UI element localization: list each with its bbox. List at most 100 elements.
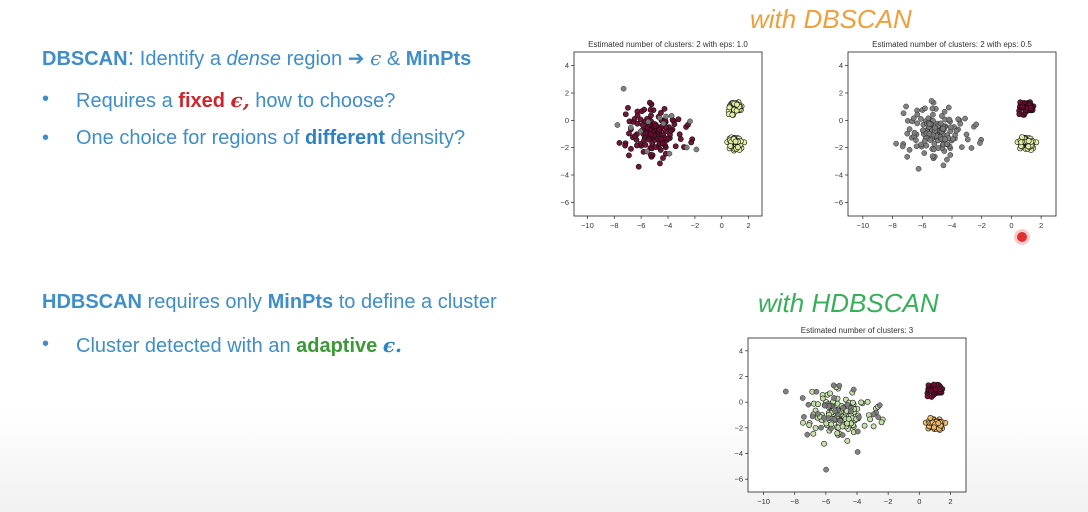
scatter-point — [923, 142, 930, 149]
scatter-point — [813, 388, 820, 395]
scatter-point — [836, 382, 843, 389]
scatter-point — [844, 437, 851, 444]
scatter-point — [913, 143, 920, 150]
scatter-point — [634, 142, 640, 149]
epsilon-symbol: ϵ. — [382, 333, 402, 357]
scatter-point — [935, 420, 942, 427]
scatter-point — [899, 143, 906, 150]
x-tick-label: 2 — [746, 221, 750, 230]
scatter-point — [734, 101, 740, 108]
x-tick-label: −10 — [757, 497, 770, 506]
scatter-point — [631, 133, 638, 139]
x-tick-label: −8 — [790, 497, 799, 506]
scatter-point — [867, 416, 874, 423]
y-tick-label: 4 — [739, 346, 743, 355]
scatter-point — [783, 388, 789, 395]
scatter-point — [827, 390, 833, 397]
bullet-dot: • — [42, 333, 50, 355]
scatter-point — [628, 145, 634, 152]
x-tick-label: −8 — [610, 221, 619, 230]
scatter-point — [641, 106, 648, 113]
scatter-point — [1025, 143, 1032, 150]
scatter-point — [823, 420, 830, 427]
scatter-point — [856, 414, 862, 421]
scatter-point — [900, 110, 907, 117]
bullet-dot: • — [42, 127, 50, 149]
dbscan-bullet-2-post: density? — [385, 127, 466, 149]
arrow-icon: ➔ — [347, 48, 365, 70]
scatter-point — [818, 424, 824, 431]
scatter-point — [944, 141, 950, 147]
scatter-point — [925, 115, 932, 122]
scatter-point — [858, 399, 865, 406]
dbscan-bullet-1-post: how to choose? — [249, 90, 396, 112]
y-tick-label: −4 — [834, 171, 843, 180]
dbscan-bullet-2-pre: One choice for regions of — [76, 127, 306, 149]
scatter-point — [962, 115, 968, 122]
plot-title: Estimated number of clusters: 2 with eps… — [588, 40, 748, 49]
scatter-point — [647, 106, 654, 113]
scatter-point — [825, 415, 832, 421]
scatter-point — [634, 120, 641, 127]
scatter-point — [854, 449, 861, 455]
scatter-point — [922, 105, 928, 112]
adaptive-term: adaptive — [296, 335, 378, 357]
plot-title: Estimated number of clusters: 3 — [801, 326, 914, 335]
dbscan-bullet-1-pre: Requires a — [76, 90, 179, 112]
scatter-point — [729, 111, 736, 118]
x-tick-label: −2 — [884, 497, 893, 506]
scatter-point — [652, 144, 659, 151]
hdbscan-term: HDBSCAN — [42, 291, 142, 313]
scatter-point — [931, 141, 938, 147]
x-tick-label: 0 — [720, 221, 724, 230]
scatter-point — [950, 136, 956, 142]
scatter-point — [876, 402, 883, 408]
scatter-point — [864, 398, 871, 405]
scatter-point — [656, 126, 663, 133]
y-tick-label: 2 — [739, 372, 743, 381]
scatter-point — [848, 408, 854, 415]
scatter-point — [915, 165, 922, 172]
scatter-point — [937, 386, 944, 393]
scatter-point — [946, 116, 953, 123]
scatter-point — [837, 417, 843, 424]
scatter-point — [963, 131, 970, 138]
x-tick-label: 0 — [1009, 221, 1013, 230]
scatter-point — [677, 136, 684, 142]
scatter-point — [973, 121, 979, 128]
scatter-point — [940, 125, 946, 132]
scatter-point — [914, 120, 921, 127]
scatter-point — [814, 411, 821, 417]
dbscan-heading-identify: Identify a — [134, 48, 227, 70]
x-tick-label: −10 — [581, 221, 594, 230]
dbscan-bullet-2: • One choice for regions of different den… — [42, 127, 466, 150]
scatter-point — [935, 145, 942, 151]
y-tick-label: −2 — [834, 143, 843, 152]
scatter-point — [683, 144, 690, 151]
scatter-point — [671, 121, 678, 128]
with-hdbscan-title: with HDBSCAN — [758, 288, 939, 318]
y-tick-label: −2 — [560, 143, 569, 152]
scatter-point — [642, 130, 649, 137]
scatter-point — [819, 395, 826, 402]
scatter-point — [927, 137, 934, 143]
dbscan-heading-dense: dense — [226, 48, 282, 70]
scatter-point — [652, 123, 659, 129]
dbscan-eps1-plot: Estimated number of clusters: 2 with eps… — [560, 40, 763, 230]
scatter-point — [687, 118, 693, 125]
x-tick-label: −8 — [888, 221, 897, 230]
y-tick-label: −6 — [560, 198, 569, 207]
scatter-point — [939, 113, 945, 119]
scatter-point — [928, 98, 935, 104]
scatter-point — [875, 414, 881, 420]
scatter-point — [631, 116, 638, 122]
scatter-point — [940, 162, 947, 169]
scatter-point — [922, 138, 928, 144]
y-tick-label: 4 — [839, 61, 843, 70]
scatter-point — [953, 127, 960, 134]
scatter-point — [693, 146, 700, 153]
x-tick-label: −6 — [918, 221, 927, 230]
x-tick-label: −2 — [977, 221, 986, 230]
scatter-point — [660, 140, 666, 147]
